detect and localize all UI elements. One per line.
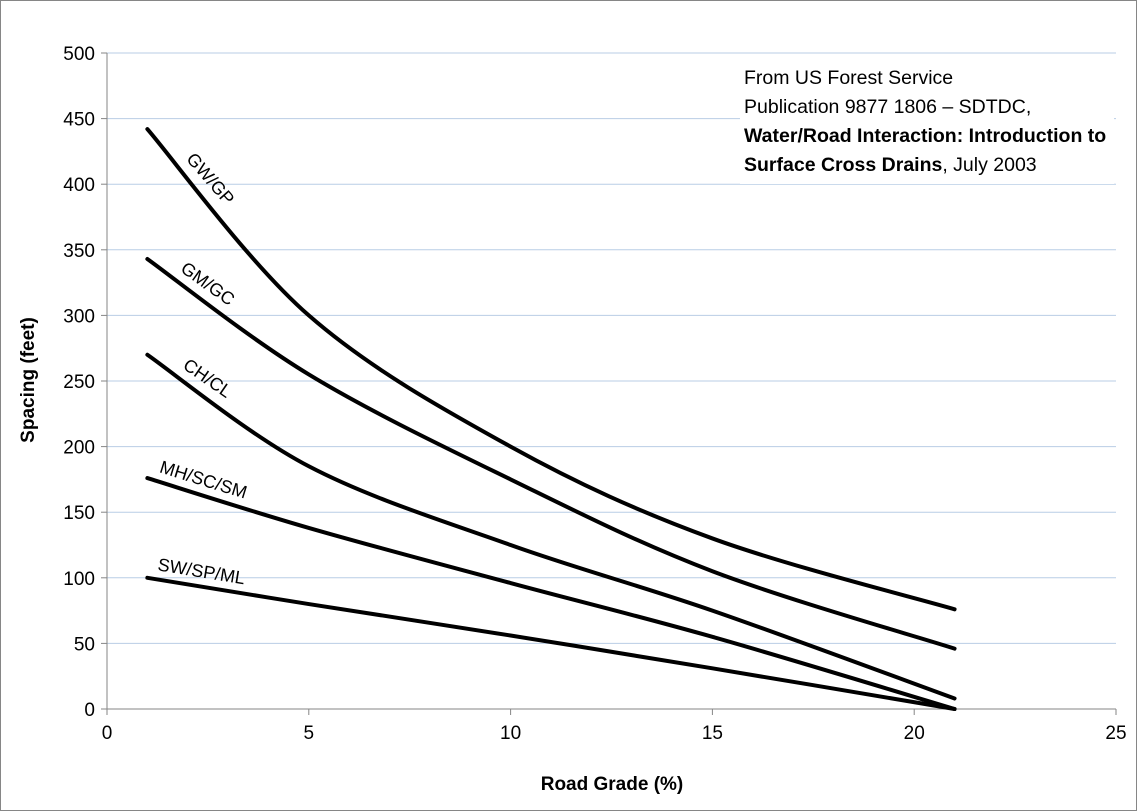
x-tick-label: 10 — [500, 723, 521, 744]
y-tick-label: 0 — [84, 700, 95, 721]
x-tick-label: 20 — [904, 723, 925, 744]
y-tick-label: 450 — [63, 110, 95, 131]
y-tick-label: 400 — [63, 175, 95, 196]
series-layer — [145, 127, 957, 711]
series-line-gw-gp — [145, 127, 957, 612]
y-tick-label: 200 — [63, 438, 95, 459]
y-tick-label: 250 — [63, 372, 95, 393]
x-tick-label: 0 — [102, 723, 113, 744]
x-tick-label: 15 — [702, 723, 723, 744]
x-tick-label: 5 — [304, 723, 315, 744]
series-line-sw-sp-ml — [145, 575, 957, 711]
source-note: From US Forest Service Publication 9877 … — [740, 60, 1114, 184]
y-tick-label: 100 — [63, 569, 95, 590]
x-tick-label: 25 — [1105, 723, 1126, 744]
y-tick-label: 150 — [63, 503, 95, 524]
axis-layer: 0 50 100 150 200 250 300 350 400 450 500 0 5 10 15 20 25 — [63, 44, 1126, 744]
x-axis-title: Road Grade (%) — [541, 774, 684, 795]
source-note-date: , July 2003 — [942, 154, 1037, 176]
source-note-line2: Publication 9877 1806 – SDTDC, — [744, 96, 1032, 118]
y-tick-label: 350 — [63, 241, 95, 262]
series-line-gm-gc — [145, 256, 957, 651]
y-tick-label: 300 — [63, 306, 95, 327]
y-tick-label: 50 — [74, 634, 95, 655]
y-tick-label: 500 — [63, 44, 95, 65]
series-label-gw-gp: GW/GP — [182, 149, 238, 209]
y-axis-title: Spacing (feet) — [18, 317, 39, 443]
series-line-mh-sc-sm — [145, 476, 957, 711]
source-note-title: Water/Road Interaction: Introduction to … — [744, 122, 1114, 180]
series-label-ch-cl: CH/CL — [180, 355, 236, 402]
series-label-group: CH/CL — [180, 355, 236, 402]
series-line-ch-cl — [145, 352, 957, 701]
source-note-bold-title: Water/Road Interaction: Introduction to … — [744, 125, 1107, 176]
grid-layer — [107, 52, 1116, 644]
series-label-group: GW/GP — [182, 149, 238, 209]
source-note-line1: From US Forest Service — [744, 67, 954, 89]
